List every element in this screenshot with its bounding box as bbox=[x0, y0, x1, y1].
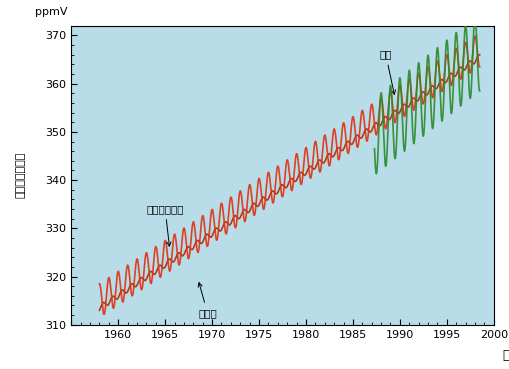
Text: ppmV: ppmV bbox=[35, 7, 67, 17]
Text: 南極点: 南極点 bbox=[198, 283, 217, 318]
Text: 年: 年 bbox=[502, 349, 509, 362]
Text: 綿里: 綿里 bbox=[380, 49, 395, 94]
Text: マウナロア山: マウナロア山 bbox=[147, 204, 184, 246]
Text: 二酸化炭素濃度: 二酸化炭素濃度 bbox=[16, 152, 25, 199]
